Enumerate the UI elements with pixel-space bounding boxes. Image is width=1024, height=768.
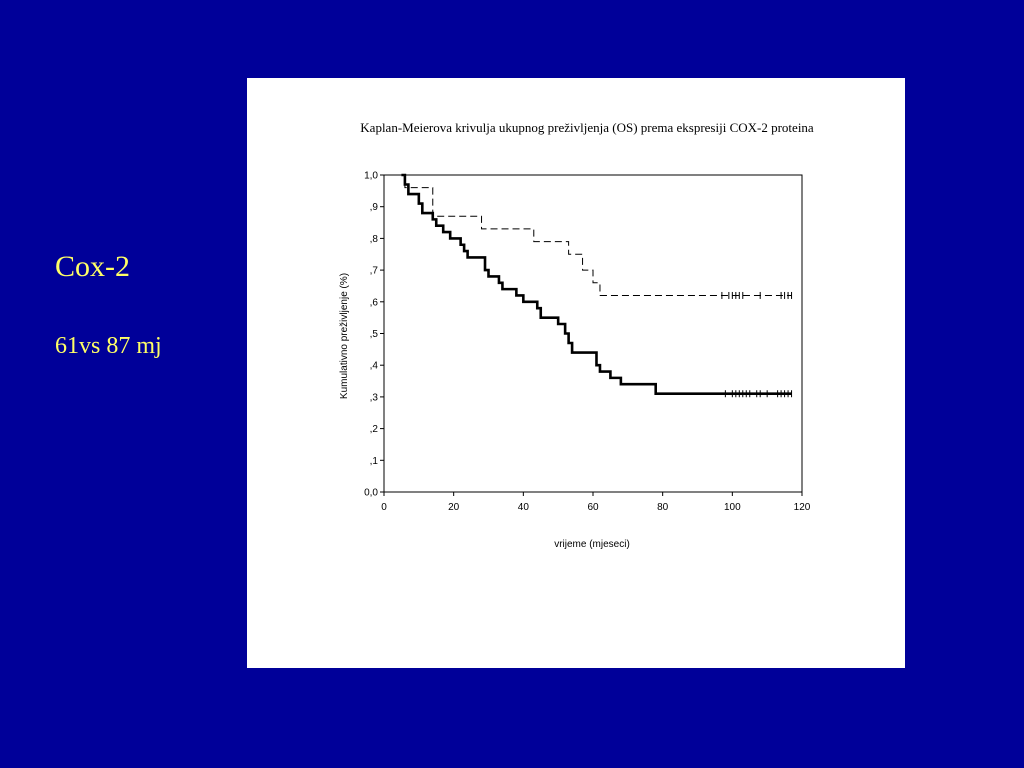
y-axis-label: Kumulativno preživljenje (%): [339, 273, 350, 399]
y-tick-label: 1,0: [364, 171, 378, 182]
x-tick-label: 120: [794, 502, 811, 513]
chart-ticks: 0 20 40 60 80 100 120 0,0 ,1 ,2 ,3 ,4 ,5 ,6 ,7 ,8 ,9 1,0: [364, 171, 811, 514]
x-tick-label: 80: [657, 502, 669, 513]
chart-series: [401, 173, 793, 398]
y-tick-label: ,6: [370, 297, 379, 308]
slide-title: Cox-2: [55, 250, 130, 283]
series-line-dashed: [401, 174, 792, 296]
figure-panel: Kaplan-Meierova krivulja ukupnog preživl…: [247, 78, 905, 668]
x-tick-label: 0: [381, 502, 387, 513]
y-tick-label: 0,0: [364, 488, 378, 499]
x-axis-label: vrijeme (mjeseci): [554, 539, 630, 550]
x-tick-label: 100: [724, 502, 741, 513]
y-tick-label: ,3: [370, 392, 379, 403]
series-line-solid: [401, 173, 792, 396]
slide-subtitle: 61vs 87 mj: [55, 333, 162, 359]
chart-axes: [383, 174, 803, 493]
y-tick-label: ,2: [370, 424, 379, 435]
y-tick-label: ,9: [370, 202, 379, 213]
y-tick-label: ,1: [370, 456, 379, 467]
x-tick-label: 60: [587, 502, 599, 513]
x-tick-label: 40: [518, 502, 530, 513]
chart-title: Kaplan-Meierova krivulja ukupnog preživl…: [360, 120, 814, 135]
y-tick-label: ,5: [370, 329, 379, 340]
km-chart: Kaplan-Meierova krivulja ukupnog preživl…: [339, 120, 814, 550]
y-tick-label: ,4: [370, 361, 379, 372]
plot-frame: [383, 174, 803, 493]
x-tick-label: 20: [448, 502, 460, 513]
y-tick-label: ,8: [370, 234, 379, 245]
y-tick-label: ,7: [370, 266, 379, 277]
